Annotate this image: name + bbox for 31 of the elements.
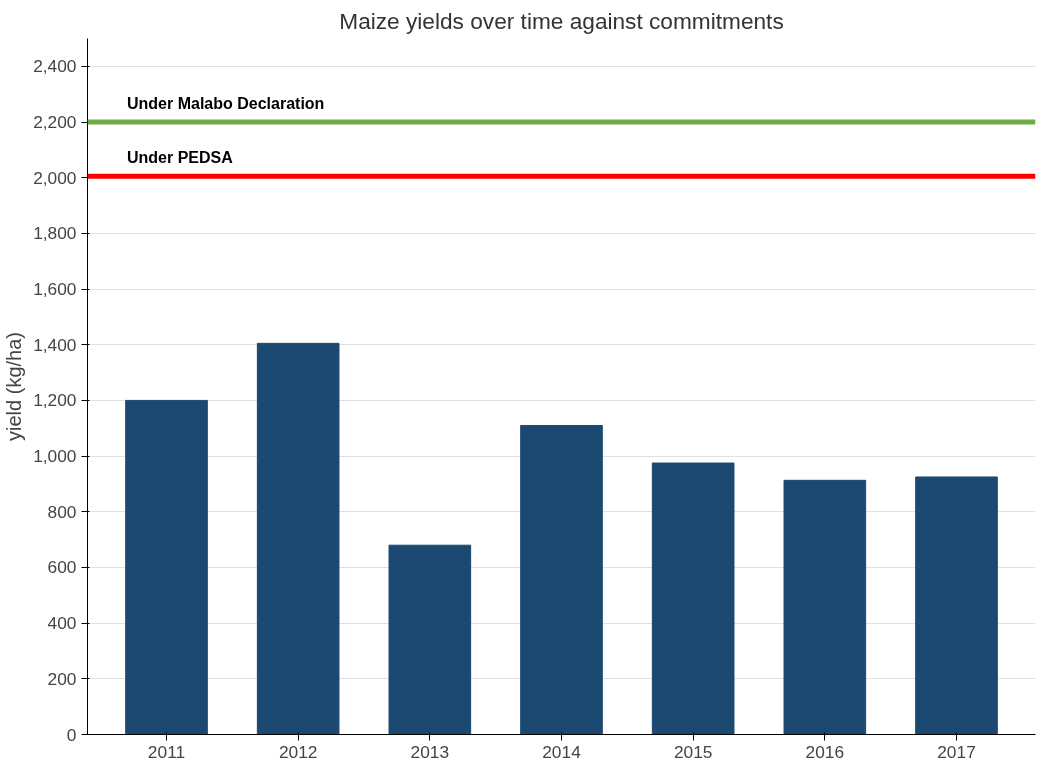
- y-tick-label: 1,200: [33, 390, 77, 411]
- y-tick-label: 1,800: [33, 223, 77, 244]
- ref-line-label: Under PEDSA: [127, 149, 234, 167]
- y-axis-title: yield (kg/ha): [3, 332, 26, 441]
- bar: [783, 479, 867, 735]
- x-tick-label: 2017: [937, 741, 976, 762]
- chart-title: Maize yields over time against commitments: [339, 7, 784, 34]
- y-tick-label: 1,000: [33, 446, 77, 467]
- bar: [651, 462, 735, 735]
- bar: [915, 476, 998, 735]
- y-tick-label: 400: [47, 613, 77, 634]
- ref-line-label: Under Malabo Declaration: [127, 95, 325, 113]
- x-tick-label: 2012: [278, 741, 318, 762]
- y-tick-label: 200: [47, 668, 77, 689]
- bar: [256, 342, 340, 735]
- y-tick-label: 2,000: [33, 167, 77, 188]
- bar: [125, 399, 208, 735]
- y-tick-label: 2,200: [33, 112, 77, 133]
- x-tick-label: 2011: [147, 741, 186, 762]
- y-tick-label: 2,400: [33, 56, 77, 77]
- bar: [388, 544, 472, 735]
- y-tick-label: 800: [47, 501, 77, 522]
- x-tick-label: 2013: [410, 741, 450, 762]
- y-tick-label: 600: [47, 557, 77, 578]
- bar: [520, 424, 603, 735]
- y-tick-label: 0: [66, 724, 77, 745]
- x-tick-label: 2014: [542, 741, 582, 762]
- y-tick-label: 1,600: [33, 279, 77, 300]
- x-tick-label: 2016: [805, 741, 845, 762]
- x-tick-label: 2015: [673, 741, 713, 762]
- y-tick-label: 1,400: [33, 334, 77, 355]
